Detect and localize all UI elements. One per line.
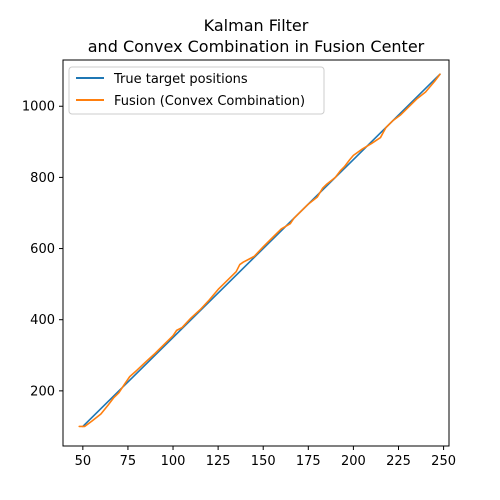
chart-title-line-2: and Convex Combination in Fusion Center xyxy=(88,37,425,56)
series-line-fusion xyxy=(78,73,441,428)
x-tick-label: 100 xyxy=(161,454,186,469)
x-tick-label: 50 xyxy=(75,454,92,469)
x-tick-label: 150 xyxy=(251,454,276,469)
series-line-true-target xyxy=(82,73,441,428)
x-tick-label: 75 xyxy=(120,454,137,469)
legend-label-true-target: True target positions xyxy=(113,72,248,87)
y-tick-label: 200 xyxy=(30,384,55,399)
series-layer xyxy=(78,73,441,428)
x-tick-label: 200 xyxy=(341,454,366,469)
x-axis: 50 75 100 125 150 175 200 225 250 xyxy=(75,446,456,469)
chart-title-line-1: Kalman Filter xyxy=(204,16,309,35)
x-tick-label: 250 xyxy=(431,454,456,469)
legend-box xyxy=(68,66,325,115)
y-tick-label: 600 xyxy=(30,242,55,257)
y-tick-label: 400 xyxy=(30,313,55,328)
x-tick-label: 175 xyxy=(296,454,321,469)
legend: True target positions Fusion (Convex Com… xyxy=(68,66,325,115)
plot-frame xyxy=(62,59,450,447)
x-tick-label: 225 xyxy=(386,454,411,469)
legend-label-fusion: Fusion (Convex Combination) xyxy=(114,94,305,109)
x-tick-label: 125 xyxy=(206,454,231,469)
y-axis: 200 400 600 800 1000 xyxy=(22,100,63,399)
y-tick-label: 1000 xyxy=(22,100,55,115)
y-tick-label: 800 xyxy=(30,171,55,186)
